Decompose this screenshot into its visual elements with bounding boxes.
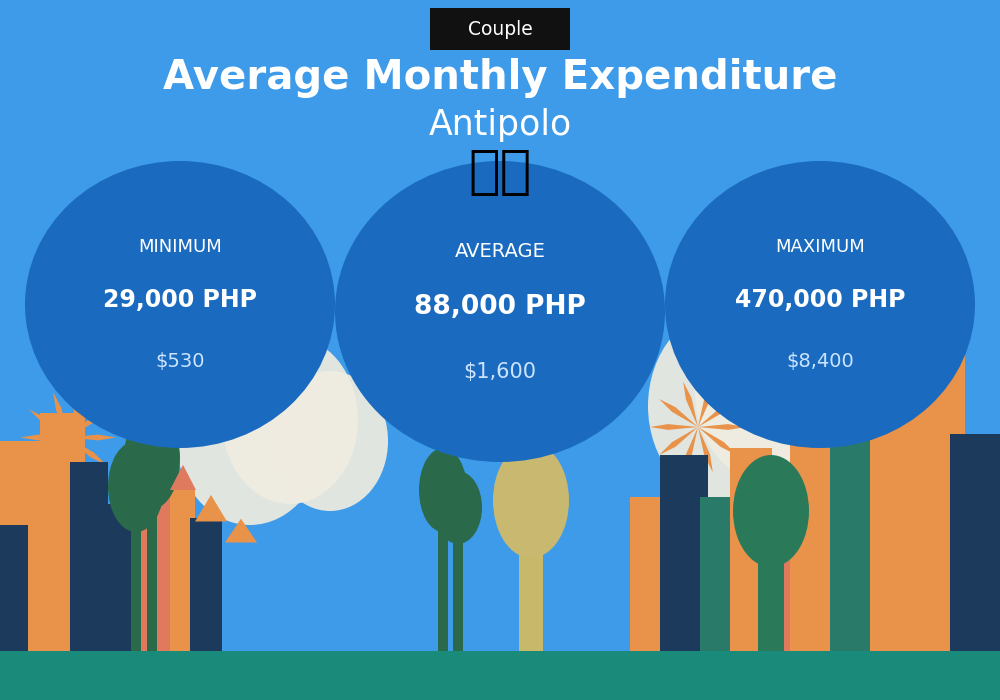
Ellipse shape bbox=[493, 443, 569, 558]
Polygon shape bbox=[53, 438, 68, 483]
FancyBboxPatch shape bbox=[120, 462, 162, 651]
FancyBboxPatch shape bbox=[519, 504, 543, 651]
Polygon shape bbox=[698, 382, 713, 427]
Text: $1,600: $1,600 bbox=[464, 362, 536, 382]
Ellipse shape bbox=[108, 441, 164, 532]
FancyBboxPatch shape bbox=[147, 469, 157, 651]
Text: MAXIMUM: MAXIMUM bbox=[775, 238, 865, 256]
Text: Antipolo: Antipolo bbox=[428, 108, 572, 141]
Ellipse shape bbox=[434, 471, 482, 544]
Polygon shape bbox=[68, 435, 116, 440]
Text: MINIMUM: MINIMUM bbox=[138, 238, 222, 256]
Polygon shape bbox=[68, 410, 107, 438]
Polygon shape bbox=[29, 438, 68, 466]
FancyBboxPatch shape bbox=[758, 518, 784, 651]
Ellipse shape bbox=[124, 408, 180, 509]
Text: 29,000 PHP: 29,000 PHP bbox=[103, 288, 257, 312]
FancyBboxPatch shape bbox=[0, 441, 55, 651]
Ellipse shape bbox=[695, 301, 845, 483]
Polygon shape bbox=[53, 392, 68, 438]
FancyBboxPatch shape bbox=[830, 343, 878, 651]
Polygon shape bbox=[659, 427, 698, 455]
Polygon shape bbox=[68, 438, 83, 483]
Ellipse shape bbox=[733, 455, 809, 567]
Text: Couple: Couple bbox=[468, 20, 532, 39]
FancyBboxPatch shape bbox=[438, 497, 448, 651]
Ellipse shape bbox=[25, 161, 335, 448]
Ellipse shape bbox=[175, 343, 325, 525]
FancyBboxPatch shape bbox=[131, 497, 141, 651]
Polygon shape bbox=[20, 435, 68, 440]
FancyBboxPatch shape bbox=[760, 504, 795, 651]
Ellipse shape bbox=[222, 336, 358, 504]
FancyBboxPatch shape bbox=[190, 518, 222, 651]
Ellipse shape bbox=[648, 308, 812, 504]
Ellipse shape bbox=[748, 336, 872, 490]
Polygon shape bbox=[698, 427, 737, 455]
FancyBboxPatch shape bbox=[790, 385, 845, 651]
FancyBboxPatch shape bbox=[0, 525, 28, 651]
Text: Average Monthly Expenditure: Average Monthly Expenditure bbox=[163, 58, 837, 99]
FancyBboxPatch shape bbox=[730, 448, 772, 651]
Polygon shape bbox=[68, 438, 107, 466]
Ellipse shape bbox=[419, 448, 467, 532]
FancyBboxPatch shape bbox=[0, 651, 1000, 700]
Polygon shape bbox=[650, 424, 698, 430]
Polygon shape bbox=[698, 424, 746, 430]
FancyBboxPatch shape bbox=[40, 413, 85, 651]
FancyBboxPatch shape bbox=[660, 455, 708, 651]
Polygon shape bbox=[195, 495, 227, 522]
Polygon shape bbox=[698, 427, 713, 473]
FancyBboxPatch shape bbox=[910, 329, 965, 651]
Text: $530: $530 bbox=[155, 352, 205, 372]
Text: 🇵🇭: 🇵🇭 bbox=[468, 146, 532, 197]
FancyBboxPatch shape bbox=[70, 462, 108, 651]
Polygon shape bbox=[29, 410, 68, 438]
Text: $8,400: $8,400 bbox=[786, 352, 854, 372]
Polygon shape bbox=[170, 465, 196, 490]
FancyBboxPatch shape bbox=[430, 8, 570, 50]
FancyBboxPatch shape bbox=[630, 497, 672, 651]
Polygon shape bbox=[68, 392, 83, 438]
Text: 470,000 PHP: 470,000 PHP bbox=[735, 288, 905, 312]
Ellipse shape bbox=[665, 161, 975, 448]
FancyBboxPatch shape bbox=[870, 399, 918, 651]
Text: AVERAGE: AVERAGE bbox=[455, 241, 545, 261]
Ellipse shape bbox=[272, 371, 388, 511]
FancyBboxPatch shape bbox=[950, 434, 1000, 651]
FancyBboxPatch shape bbox=[453, 518, 463, 651]
Polygon shape bbox=[698, 399, 737, 427]
Polygon shape bbox=[683, 427, 698, 473]
FancyBboxPatch shape bbox=[170, 490, 195, 651]
Polygon shape bbox=[683, 382, 698, 427]
Text: 88,000 PHP: 88,000 PHP bbox=[414, 294, 586, 320]
FancyBboxPatch shape bbox=[95, 504, 133, 651]
Ellipse shape bbox=[335, 161, 665, 462]
Polygon shape bbox=[659, 399, 698, 427]
FancyBboxPatch shape bbox=[140, 476, 178, 651]
Polygon shape bbox=[225, 519, 257, 543]
FancyBboxPatch shape bbox=[700, 497, 735, 651]
